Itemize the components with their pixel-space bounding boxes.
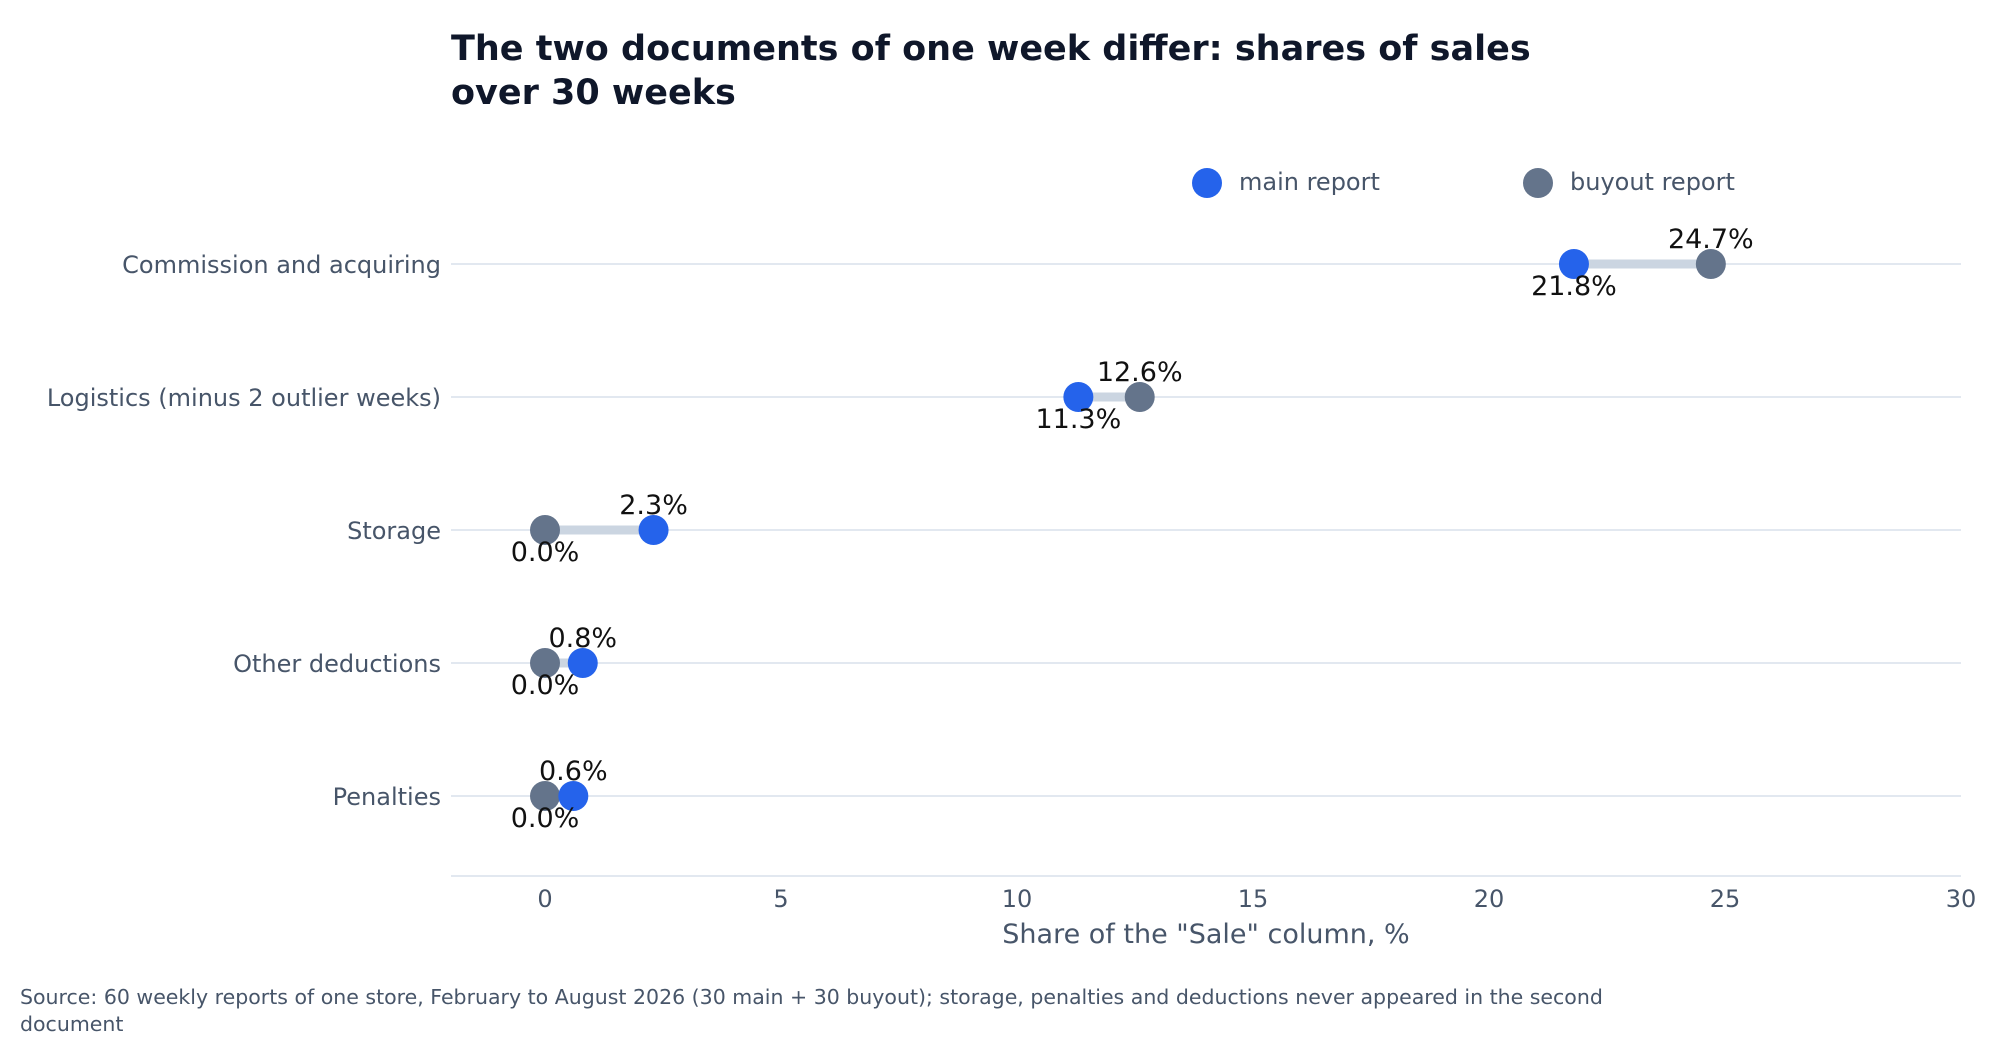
main-point [638,515,669,545]
main-point [1558,249,1589,279]
x-tick-label: 25 [1710,885,1741,913]
buyout-point [530,648,560,678]
buyout-value-label: 0.0% [511,670,580,701]
legend-label-buyout: buyout report [1570,168,1735,196]
x-tick-label: 15 [1238,885,1269,913]
source-note-line-2: document [20,1012,123,1036]
legend-marker-main [1192,168,1222,198]
gridlines [451,263,1961,797]
legend-label-main: main report [1239,168,1380,196]
buyout-value-label: 0.0% [511,803,580,834]
source-note-line-1: Source: 60 weekly reports of one store, … [20,985,1603,1009]
chart-title-line-1: The two documents of one week differ: sh… [451,29,1531,69]
x-axis-ticks: 0 5 10 15 20 25 30 [537,885,1976,913]
buyout-value-label: 24.7% [1668,224,1754,255]
legend-marker-buyout [1523,168,1553,198]
buyout-point [530,515,560,545]
x-tick-label: 20 [1474,885,1505,913]
main-point [567,648,598,678]
chart-title-line-2: over 30 weeks [451,73,736,113]
main-value-label: 0.8% [548,623,617,654]
category-label: Penalties [333,783,441,811]
category-labels: Commission and acquiring Logistics (minus… [47,251,441,811]
category-label: Logistics (minus 2 outlier weeks) [47,384,441,412]
x-axis-title: Share of the "Sale" column, % [1002,919,1409,950]
category-label: Storage [347,517,441,545]
main-point [558,781,589,811]
buyout-value-label: 0.0% [511,537,580,568]
main-value-label: 11.3% [1035,404,1121,435]
category-label: Commission and acquiring [122,251,441,279]
value-labels: 24.7% 21.8% 12.6% 11.3% 2.3% 0.0% 0.8% 0.0% 0.6%… [511,224,1754,834]
legend: main report buyout report [1192,168,1735,198]
buyout-value-label: 12.6% [1097,357,1183,388]
main-value-label: 21.8% [1531,271,1617,302]
buyout-point [1124,382,1155,412]
buyout-point [530,781,560,811]
main-value-label: 0.6% [539,756,608,787]
main-value-label: 2.3% [619,490,688,521]
category-label: Other deductions [233,650,441,678]
x-tick-label: 0 [537,885,552,913]
data-points [530,249,1726,811]
x-tick-label: 30 [1946,885,1977,913]
x-tick-label: 10 [1002,885,1033,913]
main-point [1063,382,1094,412]
buyout-point [1695,249,1726,279]
x-tick-label: 5 [773,885,788,913]
